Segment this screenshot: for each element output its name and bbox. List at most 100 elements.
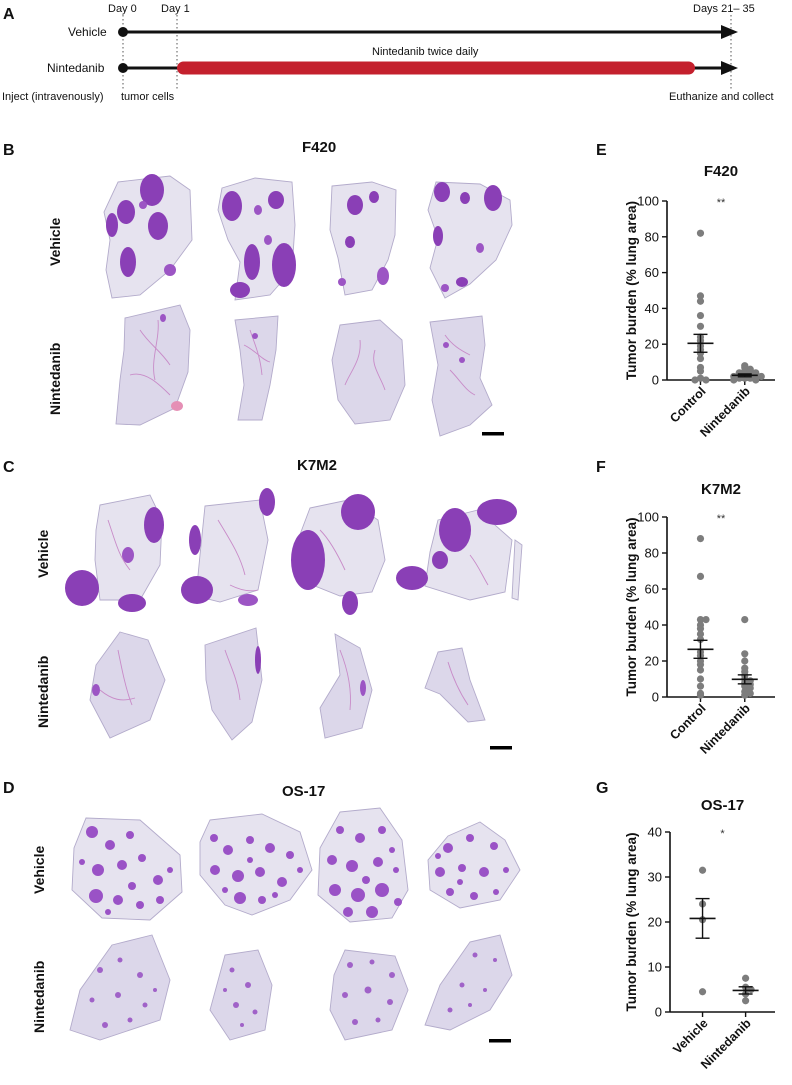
row-label-vehicle-os17: Vehicle <box>31 846 47 894</box>
k7m2-nintedanib-section-4 <box>424 647 486 723</box>
data-point <box>741 657 749 665</box>
data-point <box>752 376 760 384</box>
data-point <box>746 684 754 692</box>
data-point <box>696 229 705 237</box>
data-point <box>696 616 705 624</box>
scale-bar-b <box>482 432 504 436</box>
panel-label-g: G <box>596 780 608 797</box>
f420-vehicle-section-1 <box>103 174 193 299</box>
y-tick-label: 0 <box>655 1005 662 1020</box>
row-label-nintedanib-k7m2: Nintedanib <box>35 656 51 728</box>
y-tick-label: 60 <box>645 265 659 280</box>
y-tick-label: 40 <box>645 618 659 633</box>
data-point <box>696 311 705 320</box>
chart-e: F420 Tumor burden (% lung area) 0 20 40 60 80 1… <box>624 163 775 440</box>
row-label-nintedanib-f420: Nintedanib <box>47 343 63 415</box>
panel-label-f: F <box>596 459 606 476</box>
data-point <box>696 572 705 581</box>
y-tick-label: 100 <box>637 194 659 209</box>
k7m2-vehicle-section-2 <box>181 488 275 606</box>
significance-marker: ** <box>717 197 726 209</box>
euthanize-label: Euthanize and collect <box>669 91 774 103</box>
y-tick-label: 100 <box>637 510 659 525</box>
day1-label: Day 1 <box>161 3 190 15</box>
tumor-cells-label: tumor cells <box>121 91 175 103</box>
chart-f: K7M2 Tumor burden (% lung area) 0 20 40 60 80 1… <box>624 481 775 757</box>
y-tick-label: 0 <box>652 373 659 388</box>
panel-e-chart: E F420 Tumor burden (% lung area) 0 20 40 60 8… <box>596 142 775 440</box>
panel-f-chart: F K7M2 Tumor burden (% lung area) 0 20 40 60 8… <box>596 459 775 757</box>
k7m2-nintedanib-section-2 <box>204 627 263 741</box>
data-point <box>696 297 705 305</box>
vehicle-arrowhead <box>721 25 738 39</box>
data-point <box>696 367 705 375</box>
data-point <box>696 661 705 669</box>
data-point <box>696 630 705 638</box>
y-tick-label: 40 <box>645 301 659 316</box>
os17-vehicle-section-2 <box>199 813 313 916</box>
os17-nintedanib-section-1 <box>69 934 171 1041</box>
y-tick-label: 30 <box>648 870 662 885</box>
x-tick-label: Control <box>667 701 708 742</box>
k7m2-nintedanib-section-3 <box>319 633 373 739</box>
y-axis-label: Tumor burden (% lung area) <box>624 201 639 380</box>
y-tick-label: 40 <box>648 825 662 840</box>
data-point <box>696 675 705 683</box>
significance-marker: * <box>720 828 725 840</box>
chart-g: OS-17 Tumor burden (% lung area) 0 10 20 30 40… <box>624 797 775 1072</box>
y-tick-label: 10 <box>648 960 662 975</box>
os17-nintedanib-section-2 <box>209 949 273 1041</box>
f420-nintedanib-section-4 <box>429 315 493 437</box>
f420-vehicle-section-2 <box>217 177 296 301</box>
panel-a-timeline: A Day 0 Day 1 Days 21– 35 Vehicle Ninted… <box>2 3 774 103</box>
k7m2-vehicle-section-3 <box>291 494 386 615</box>
data-point <box>696 292 705 300</box>
data-point <box>696 691 705 699</box>
os17-nintedanib-section-3 <box>329 949 409 1041</box>
panel-d-histology: D OS-17 Vehicle Nintedanib <box>3 780 521 1043</box>
data-point <box>696 374 705 382</box>
timeline-nintedanib-label: Nintedanib <box>47 61 105 75</box>
inject-label: Inject (intravenously) <box>2 91 104 103</box>
os17-vehicle-section-4 <box>427 821 521 909</box>
f420-nintedanib-section-3 <box>331 319 406 425</box>
y-tick-label: 0 <box>652 690 659 705</box>
data-point <box>702 616 710 624</box>
k7m2-vehicle-section-4 <box>396 499 523 601</box>
data-point <box>741 616 749 624</box>
data-point <box>757 372 765 381</box>
y-tick-label: 60 <box>645 582 659 597</box>
chart-title: OS-17 <box>701 797 744 814</box>
data-point <box>742 974 750 982</box>
y-tick-label: 20 <box>645 337 659 352</box>
k7m2-nintedanib-section-1 <box>89 631 166 739</box>
panel-label-e: E <box>596 142 607 159</box>
f420-nintedanib-section-2 <box>234 315 279 421</box>
panel-label-d: D <box>3 780 15 797</box>
k7m2-vehicle-section-1 <box>65 494 164 612</box>
scale-bar-c <box>490 746 512 750</box>
data-point <box>747 985 755 994</box>
data-point <box>741 650 749 658</box>
x-tick-label: Control <box>667 384 708 425</box>
data-point <box>730 376 738 384</box>
data-point <box>696 322 705 330</box>
timeline-vehicle-label: Vehicle <box>68 25 107 39</box>
chart-title: F420 <box>704 163 738 180</box>
data-point <box>746 689 754 698</box>
os17-vehicle-section-1 <box>71 817 183 921</box>
data-point <box>696 354 705 363</box>
panel-label-a: A <box>3 6 15 23</box>
treatment-label: Nintedanib twice daily <box>372 46 479 58</box>
histology-title-os17: OS-17 <box>282 783 325 800</box>
nintedanib-arrowhead <box>721 61 738 75</box>
treatment-bar <box>177 61 695 75</box>
data-point <box>702 376 710 384</box>
panel-label-b: B <box>3 142 15 159</box>
data-point <box>696 625 705 633</box>
row-label-vehicle-f420: Vehicle <box>47 218 63 266</box>
row-label-vehicle-k7m2: Vehicle <box>35 530 51 578</box>
y-tick-label: 20 <box>645 654 659 669</box>
data-point <box>698 866 707 874</box>
panel-c-histology: C K7M2 Vehicle Nintedanib <box>3 457 523 750</box>
